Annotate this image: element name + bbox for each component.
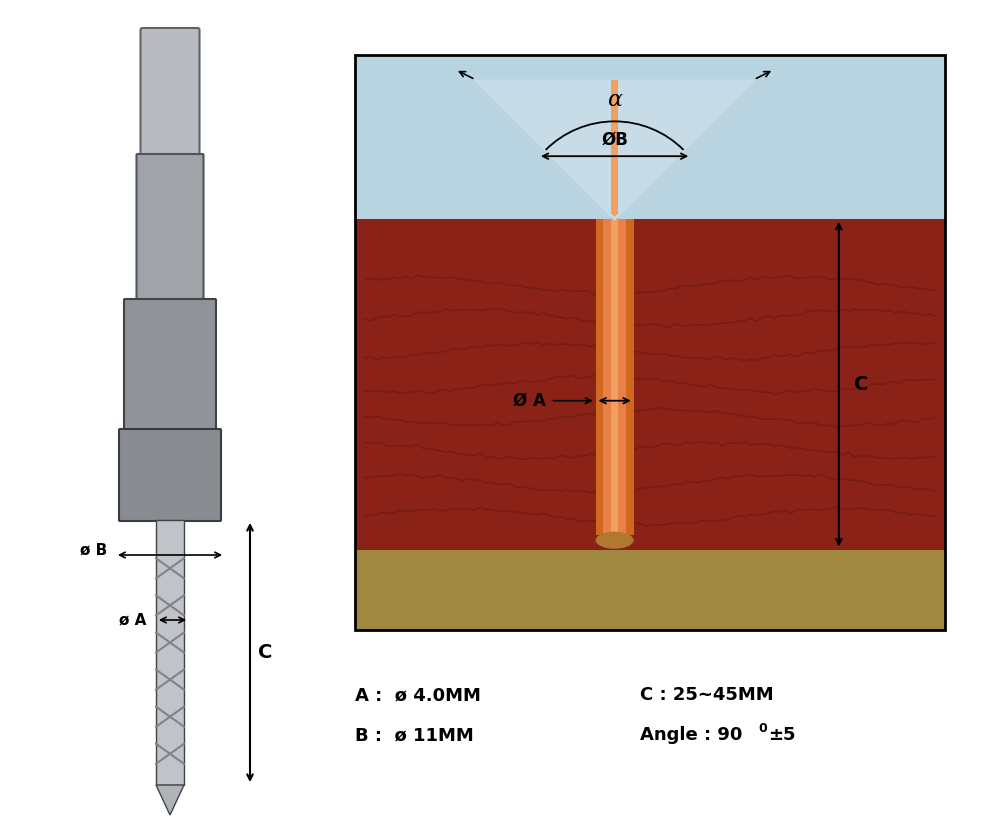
Text: ø A: ø A [118, 613, 145, 627]
Bar [155, 520, 184, 785]
FancyBboxPatch shape [140, 28, 200, 157]
Text: α: α [607, 89, 622, 111]
FancyBboxPatch shape [124, 299, 216, 431]
Polygon shape [155, 785, 184, 815]
Bar [603, 219, 610, 534]
Bar [595, 219, 603, 534]
Bar [355, 549, 944, 630]
Text: C: C [258, 643, 272, 662]
Text: ø B: ø B [79, 543, 107, 558]
Bar [610, 79, 618, 219]
Bar [618, 219, 626, 534]
Bar [626, 219, 633, 534]
Text: ±5: ±5 [767, 726, 794, 744]
FancyBboxPatch shape [119, 429, 221, 521]
Bar [355, 55, 944, 219]
Text: Ø A: Ø A [513, 392, 545, 410]
Text: C: C [853, 375, 868, 393]
Text: Angle : 90: Angle : 90 [639, 726, 741, 744]
Text: ØB: ØB [601, 130, 628, 148]
Bar [355, 219, 944, 549]
Bar [610, 219, 618, 534]
Bar [355, 55, 944, 630]
Ellipse shape [595, 532, 633, 549]
Text: C : 25~45MM: C : 25~45MM [639, 686, 773, 704]
Polygon shape [474, 79, 753, 219]
Text: 0: 0 [757, 721, 766, 735]
Text: A :  ø 4.0MM: A : ø 4.0MM [355, 686, 480, 704]
Text: B :  ø 11MM: B : ø 11MM [355, 726, 473, 744]
FancyBboxPatch shape [136, 154, 204, 301]
